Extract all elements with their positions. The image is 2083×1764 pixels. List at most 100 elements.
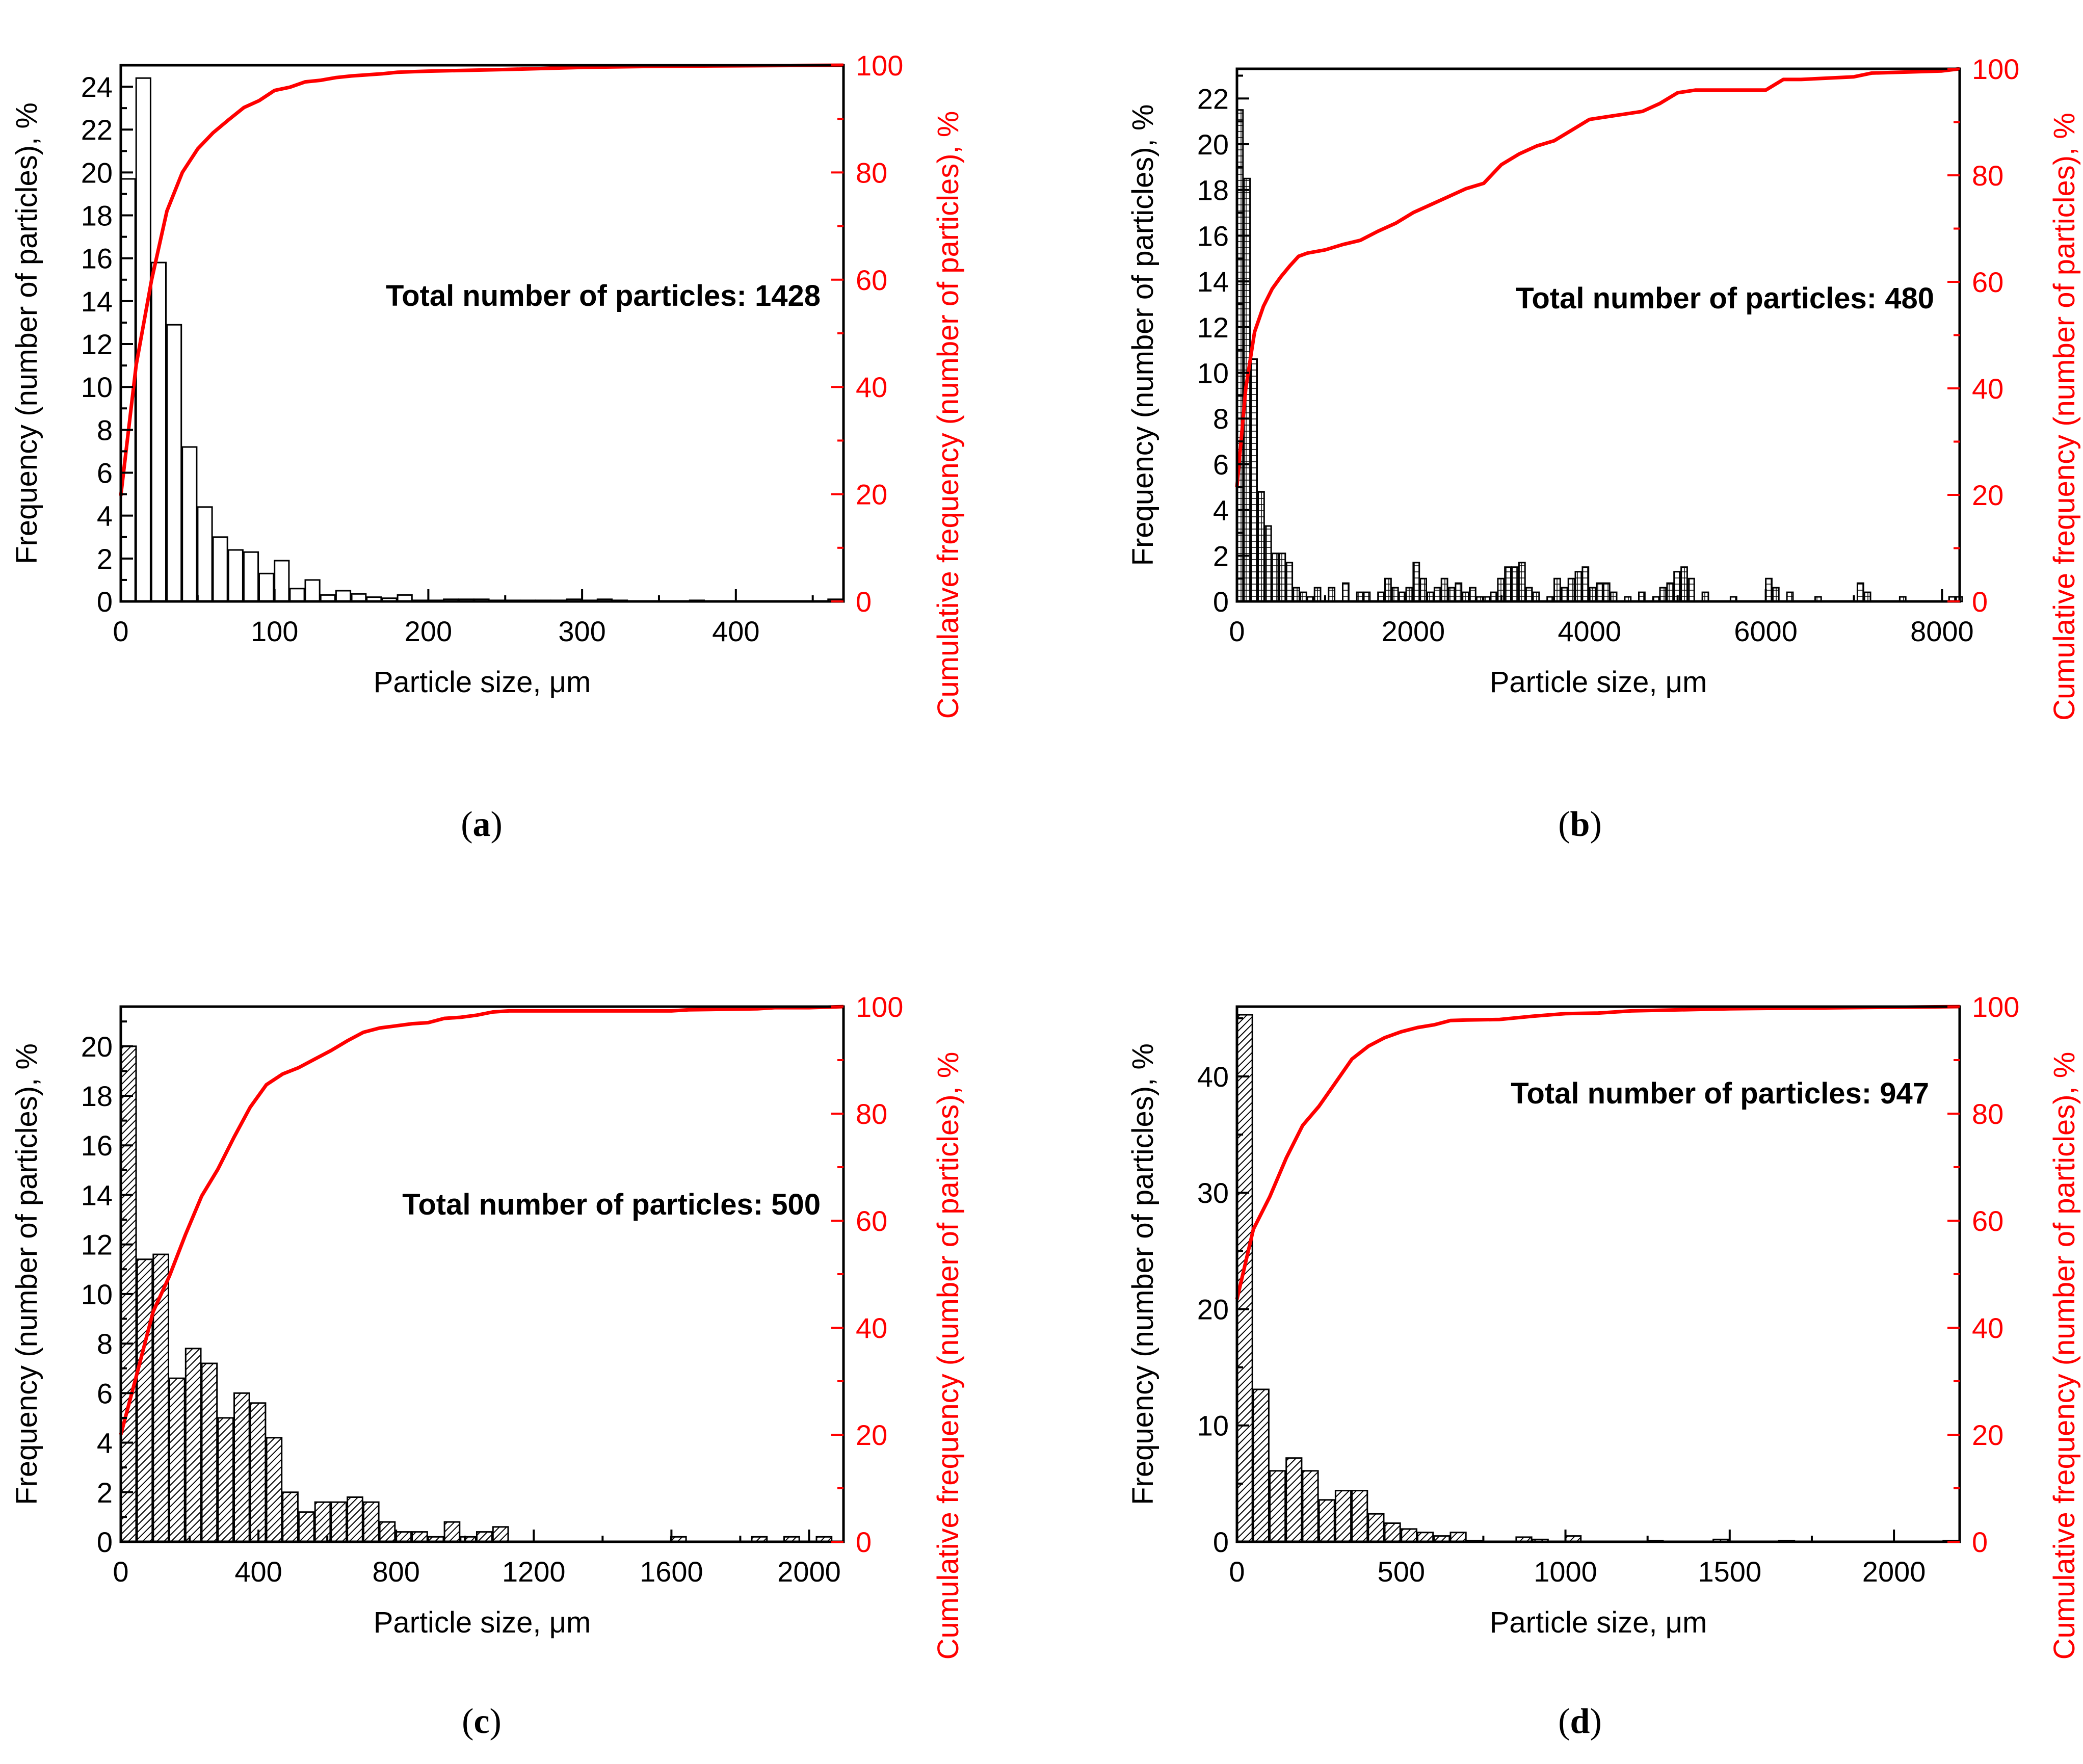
ytick-label-c: 20 [81, 1031, 113, 1063]
bar-d-5 [1318, 1499, 1335, 1543]
bar-a-7 [227, 549, 244, 602]
bar-b-12 [1328, 587, 1336, 602]
bar-c-20 [443, 1521, 461, 1543]
y2tick-label-d: 100 [1972, 991, 2019, 1023]
bar-b-4 [1264, 525, 1272, 602]
bar-b-48 [1610, 591, 1618, 602]
bar-a-4 [181, 446, 198, 602]
bar-a-14 [335, 590, 352, 602]
bar-b-56 [1687, 577, 1695, 602]
y-axis-label-b: Frequency (number of particles), % [1126, 104, 1159, 566]
bar-b-64 [1863, 591, 1871, 602]
bar-b-47 [1602, 582, 1611, 602]
bar-a-2 [150, 261, 167, 602]
bar-c-4 [184, 1348, 202, 1543]
bar-b-23 [1427, 591, 1434, 602]
bar-b-7 [1285, 562, 1294, 602]
y2tick-label-a: 20 [856, 479, 887, 511]
xtick-label-a: 0 [113, 615, 128, 647]
ytick-label-c: 14 [81, 1179, 113, 1211]
panel-label-d: (d) [1558, 1702, 1602, 1741]
bar-d-3 [1285, 1457, 1303, 1543]
bar-b-5 [1271, 552, 1279, 602]
cumulative-line-a [119, 63, 844, 496]
bar-c-17 [395, 1531, 412, 1543]
xtick-label-a: 300 [558, 615, 605, 647]
xtick-label-b: 2000 [1382, 615, 1445, 647]
ytick-label-b: 4 [1213, 494, 1229, 526]
bar-d-8 [1367, 1513, 1385, 1543]
xtick-label-c: 2000 [777, 1556, 841, 1588]
total-particles-annotation-a: Total number of particles: 1428 [386, 279, 821, 312]
ytick-label-a: 10 [81, 371, 113, 403]
ytick-label-a: 14 [81, 285, 113, 318]
ytick-label-c: 12 [81, 1229, 113, 1261]
ytick-label-a: 6 [97, 457, 113, 489]
ytick-label-c: 10 [81, 1278, 113, 1310]
bar-b-6 [1278, 552, 1286, 602]
bar-b-24 [1433, 587, 1441, 602]
y2tick-label-a: 0 [856, 586, 872, 618]
bar-b-28 [1462, 591, 1469, 602]
xtick-label-b: 8000 [1910, 615, 1974, 647]
ytick-label-a: 18 [81, 200, 113, 232]
bar-b-36 [1518, 562, 1526, 602]
bar-b-57 [1701, 591, 1709, 602]
bar-c-6 [217, 1417, 234, 1543]
total-particles-annotation-c: Total number of particles: 500 [402, 1188, 821, 1221]
bar-b-29 [1469, 587, 1476, 602]
bar-b-26 [1447, 587, 1456, 602]
bar-a-11 [289, 588, 305, 602]
xtick-label-b: 4000 [1558, 615, 1621, 647]
bar-a-6 [212, 536, 228, 602]
bar-b-41 [1560, 587, 1568, 602]
bar-b-3 [1257, 491, 1265, 602]
cumulative-line-b [1235, 67, 1960, 487]
bar-a-8 [243, 551, 259, 602]
xtick-label-a: 100 [251, 615, 298, 647]
bar-b-44 [1581, 566, 1590, 602]
axes-frame-a [119, 64, 845, 603]
bar-a-12 [304, 579, 321, 602]
y2tick-label-b: 40 [1972, 373, 2003, 405]
bar-c-3 [169, 1377, 186, 1543]
xtick-label-d: 2000 [1862, 1556, 1926, 1588]
cumulative-line-c [119, 1005, 844, 1435]
bar-b-9 [1300, 591, 1307, 602]
ytick-label-c: 16 [81, 1129, 113, 1162]
ytick-label-b: 8 [1213, 403, 1229, 435]
ytick-label-a: 12 [81, 328, 113, 360]
ytick-label-a: 16 [81, 243, 113, 275]
ytick-label-b: 10 [1197, 357, 1229, 389]
y-axis-label-a: Frequency (number of particles), % [10, 102, 43, 564]
ytick-label-c: 8 [97, 1328, 113, 1360]
bar-c-13 [330, 1501, 348, 1543]
xtick-label-c: 1200 [502, 1556, 566, 1588]
bar-b-34 [1504, 566, 1512, 602]
bar-c-23 [492, 1526, 509, 1543]
y2tick-label-b: 0 [1972, 586, 1988, 618]
y2tick-label-c: 0 [856, 1526, 872, 1558]
bar-b-20 [1405, 587, 1413, 602]
y2tick-label-c: 100 [856, 991, 903, 1023]
bar-b-8 [1293, 587, 1300, 602]
bar-c-15 [362, 1501, 380, 1543]
y2tick-label-b: 80 [1972, 160, 2003, 192]
xtick-label-c: 0 [113, 1556, 128, 1588]
bar-c-9 [266, 1437, 283, 1543]
y2tick-label-a: 60 [856, 264, 887, 296]
ytick-label-c: 6 [97, 1377, 113, 1409]
ytick-label-b: 20 [1197, 128, 1229, 161]
bar-d-9 [1384, 1522, 1401, 1543]
axes-frame-b [1235, 67, 1961, 603]
bar-d-6 [1334, 1490, 1352, 1543]
bar-b-43 [1574, 571, 1583, 602]
xtick-label-d: 0 [1229, 1556, 1245, 1588]
ytick-label-b: 2 [1213, 540, 1229, 572]
bar-b-18 [1391, 587, 1399, 602]
ytick-label-a: 8 [97, 414, 113, 446]
bar-b-35 [1511, 566, 1519, 602]
bar-b-52 [1659, 587, 1667, 602]
xtick-label-d: 500 [1378, 1556, 1425, 1588]
bar-b-11 [1313, 587, 1322, 602]
